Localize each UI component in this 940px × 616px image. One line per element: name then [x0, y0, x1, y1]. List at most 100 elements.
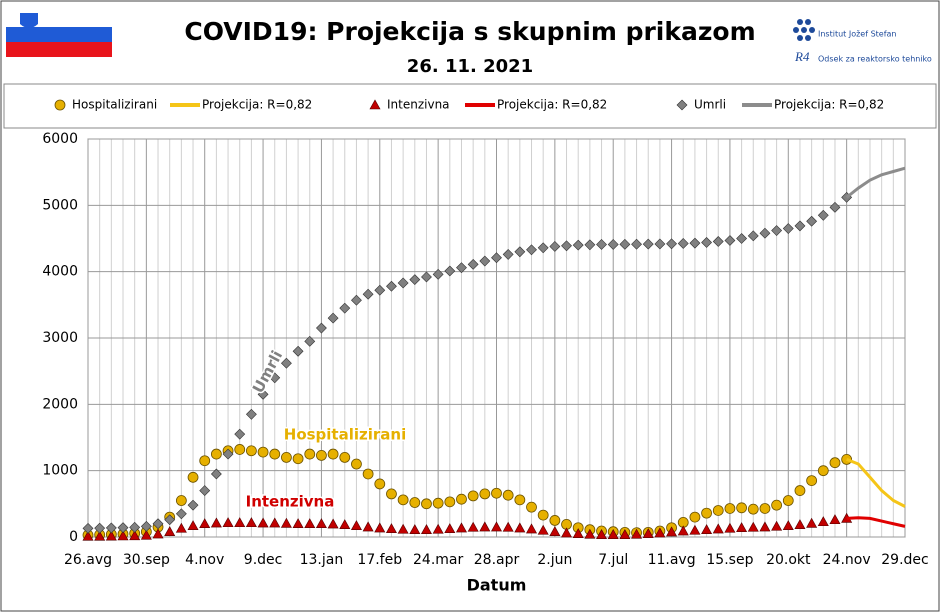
projection-line: [846, 457, 906, 508]
point: [397, 523, 409, 534]
point: [281, 451, 292, 463]
point: [456, 262, 467, 274]
y-tick-label: 6000: [42, 131, 78, 147]
point: [187, 520, 199, 531]
point: [129, 521, 141, 533]
point: [689, 511, 701, 523]
point: [759, 503, 771, 514]
point: [327, 448, 339, 460]
point: [54, 99, 66, 111]
annotation: Intenzivna: [246, 493, 335, 511]
point: [771, 499, 783, 511]
point: [362, 468, 374, 480]
point: [455, 522, 467, 533]
point: [549, 526, 561, 536]
point: [304, 448, 316, 460]
point: [432, 497, 444, 509]
point: [619, 529, 631, 539]
point: [701, 507, 712, 519]
point: [245, 517, 257, 528]
point: [421, 498, 432, 510]
point: [152, 518, 164, 530]
point: [596, 529, 608, 539]
x-tick-label: 24.nov: [823, 552, 871, 568]
point: [502, 521, 514, 532]
legend-label: Hospitalizirani: [72, 98, 157, 112]
point: [759, 227, 771, 239]
point: [210, 468, 222, 480]
logo: [793, 19, 815, 41]
point: [747, 521, 759, 532]
point: [502, 489, 514, 501]
point: [572, 239, 584, 251]
y-tick-label: 1000: [42, 463, 78, 479]
point: [502, 248, 514, 260]
y-tick-label: 0: [69, 529, 78, 545]
point: [607, 239, 619, 250]
point: [82, 522, 94, 534]
point: [712, 523, 724, 534]
point: [292, 453, 304, 465]
point: [175, 508, 187, 520]
point: [526, 501, 537, 513]
point: [315, 518, 327, 529]
point: [701, 524, 713, 535]
point: [362, 521, 374, 532]
point: [689, 237, 701, 249]
point: [514, 246, 526, 258]
point: [397, 277, 409, 289]
x-tick-label: 26.avg: [64, 552, 112, 568]
point: [829, 514, 841, 525]
point: [351, 294, 362, 306]
point: [257, 388, 269, 400]
point: [82, 530, 94, 541]
point: [269, 448, 281, 460]
point: [724, 522, 736, 533]
point: [782, 223, 794, 234]
point: [105, 522, 117, 534]
point: [444, 523, 456, 534]
point: [374, 284, 386, 296]
point: [596, 239, 607, 250]
point: [642, 528, 654, 538]
x-tick-label: 17.feb: [357, 552, 402, 568]
point: [654, 527, 666, 538]
point: [105, 530, 117, 541]
point: [537, 242, 549, 254]
point: [479, 488, 491, 500]
point: [584, 528, 596, 539]
point: [351, 458, 362, 470]
x-tick-label: 2.jun: [537, 552, 572, 568]
point: [467, 490, 479, 502]
point: [164, 514, 176, 526]
projection-line: [846, 516, 906, 528]
x-tick-label: 4.nov: [185, 552, 224, 568]
point: [409, 497, 421, 508]
point: [701, 237, 713, 248]
legend-label: Projekcija: R=0,82: [774, 98, 884, 112]
point: [339, 519, 351, 530]
point: [631, 528, 643, 539]
point: [677, 525, 689, 536]
point: [304, 518, 316, 529]
point: [269, 372, 281, 384]
point: [316, 322, 327, 334]
point: [222, 517, 234, 528]
point: [794, 485, 806, 496]
point: [316, 450, 327, 461]
point: [666, 526, 678, 537]
logo-mark: R4: [794, 49, 810, 64]
point: [572, 528, 584, 538]
point: [676, 99, 688, 111]
x-tick-label: 15.sep: [706, 552, 753, 568]
point: [421, 271, 432, 283]
point: [234, 517, 246, 528]
point: [817, 209, 829, 221]
x-tick-label: 24.mar: [413, 552, 463, 568]
point: [771, 225, 783, 236]
point: [736, 502, 747, 514]
point: [432, 268, 444, 280]
point: [654, 238, 666, 250]
point: [491, 252, 502, 264]
point: [666, 238, 677, 250]
